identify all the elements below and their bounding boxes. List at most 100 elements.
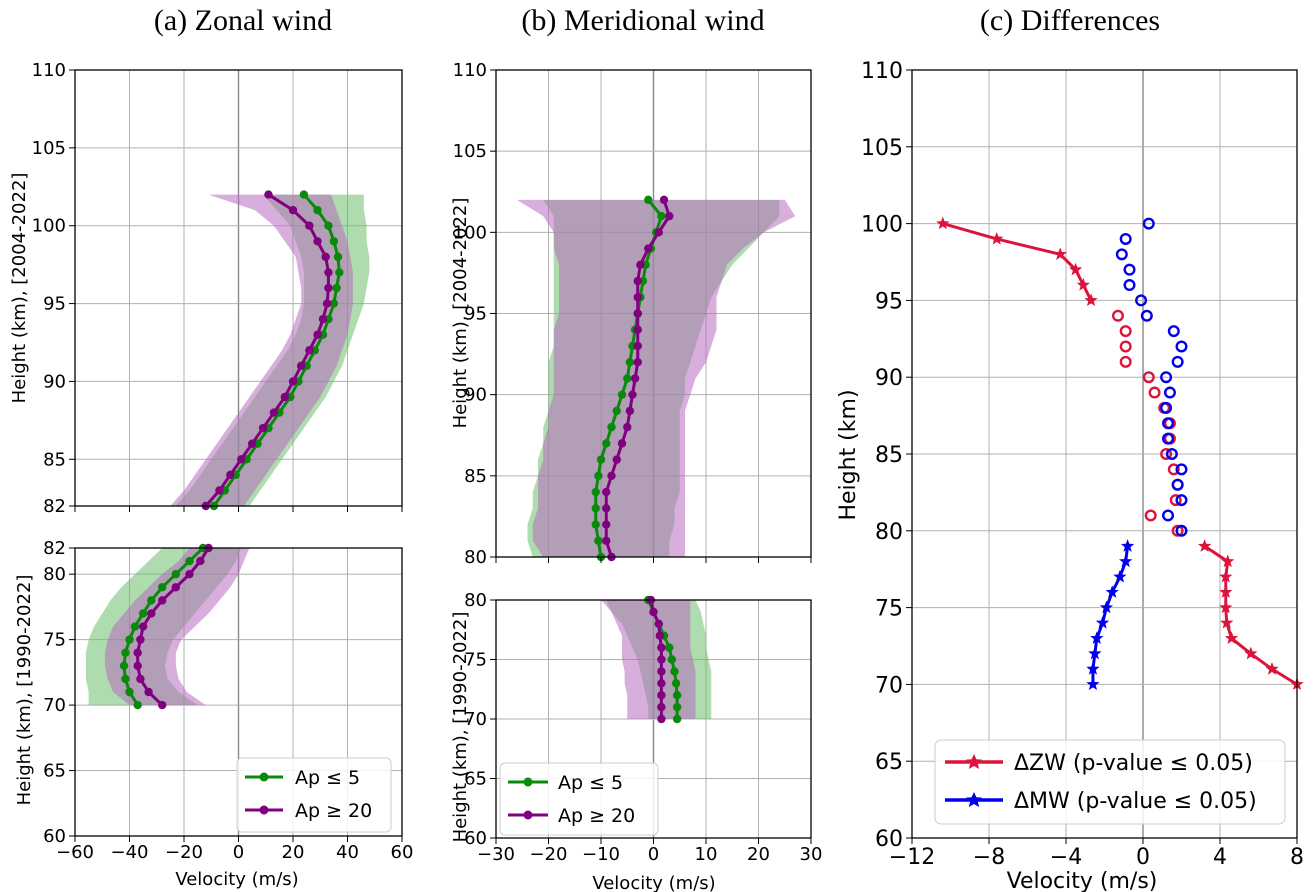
diff-star-point [1113, 569, 1127, 583]
ytick-label: 75 [875, 597, 903, 622]
diff-star-point [1119, 554, 1133, 568]
point-b_top-0 [602, 439, 611, 448]
diff-circle-point [1175, 340, 1188, 353]
diff-star-point [1224, 631, 1239, 644]
point-a_top-0 [333, 252, 343, 262]
point-b_top-1 [633, 276, 642, 286]
diff-line-1-0 [1091, 545, 1130, 685]
point-b_top-0 [591, 520, 600, 529]
point-a_bottom-1 [133, 648, 142, 657]
ytick-label: 60 [43, 826, 66, 847]
diff-star-point [990, 231, 1004, 245]
diff-circle-point [1160, 448, 1173, 461]
point-a_top-1 [288, 377, 298, 386]
point-b_top-1 [633, 358, 642, 367]
diff-circle-point [1111, 309, 1124, 322]
point-b_top-0 [625, 358, 635, 367]
point-b_bottom-0 [667, 655, 677, 664]
point-b_bottom-0 [672, 714, 682, 724]
point-b_bottom-1 [657, 691, 666, 700]
point-a_top-1 [264, 190, 273, 199]
point-b_top-0 [623, 374, 632, 383]
point-a_top-1 [226, 470, 235, 480]
point-b_top-0 [612, 406, 621, 416]
point-b_top-1 [633, 309, 642, 318]
point-b_top-0 [596, 455, 606, 464]
point-a_bottom-0 [119, 661, 129, 671]
point-a_bottom-0 [121, 674, 130, 684]
title-zonal-wind: (a) Zonal wind [154, 4, 332, 37]
diff-circle-point [1148, 386, 1161, 399]
point-b_top-1 [617, 439, 627, 448]
point-b_bottom-1 [649, 607, 658, 617]
point-a_bottom-0 [133, 700, 142, 710]
legend-c-item-dmw: ΔMW (p-value ≤ 0.05) [1014, 789, 1257, 814]
point-a_bottom-0 [121, 648, 130, 657]
diff-star-point [1076, 278, 1090, 291]
ylabel-a-top: Height (km), [2004-2022] [9, 173, 30, 404]
xtick-label: 0 [648, 844, 659, 865]
point-b_top-1 [633, 325, 642, 334]
point-a_bottom-1 [171, 583, 181, 592]
diff-circle-point [1175, 494, 1188, 507]
diff-circle-point [1140, 309, 1153, 322]
diff-circle-point [1123, 279, 1136, 292]
diff-line-0-0 [942, 222, 1093, 302]
point-b_top-1 [665, 211, 674, 221]
xlabel-c: Velocity (m/s) [1007, 869, 1158, 892]
diff-star-point [1099, 600, 1114, 614]
legend-a-item-ap5: Ap ≤ 5 [295, 767, 360, 789]
xtick-label: 20 [747, 844, 770, 865]
legend-a-item-ap20: Ap ≥ 20 [295, 800, 372, 822]
point-b_bottom-0 [672, 702, 682, 712]
xtick-label: 20 [282, 842, 305, 863]
diff-circle-point [1160, 371, 1173, 384]
ytick-label: 110 [861, 59, 903, 84]
point-b_top-0 [607, 422, 616, 432]
diff-star-point [1197, 539, 1212, 552]
xtick-label: 10 [695, 844, 718, 865]
ytick-label: 70 [464, 709, 487, 730]
diff-circle-point [1171, 355, 1184, 368]
ytick-label: 80 [875, 520, 903, 545]
diff-circle-point [1119, 355, 1132, 368]
ytick-label: 90 [43, 371, 66, 392]
ytick-label: 95 [43, 294, 66, 315]
point-b_top-0 [644, 195, 653, 205]
legend-a: Ap ≤ 5 Ap ≥ 20 [236, 757, 392, 833]
ytick-label: 60 [464, 828, 487, 849]
diff-circle-point [1160, 401, 1173, 414]
ytick-label: 110 [32, 60, 66, 81]
point-a_bottom-1 [158, 596, 167, 605]
point-b_top-0 [594, 471, 603, 481]
point-b_bottom-1 [657, 714, 666, 724]
diff-star-point [1086, 677, 1100, 691]
point-b_bottom-1 [657, 655, 666, 664]
diff-star-point [1221, 554, 1235, 568]
ytick-label: 75 [43, 630, 66, 651]
band-b_bottom-1 [601, 600, 696, 719]
point-b_top-1 [633, 293, 642, 302]
panel-meridional-2004-2022: 80 85 90 95 100 105 110 [453, 60, 812, 568]
point-b_top-1 [625, 406, 635, 416]
point-a_top-1 [288, 205, 298, 215]
panel-zonal-2004-2022: 82 85 90 95 100 105 110 [32, 60, 403, 517]
point-a_top-1 [215, 486, 224, 495]
point-a_top-1 [305, 221, 314, 230]
point-a_top-0 [332, 283, 341, 293]
xtick-label: 0 [1136, 845, 1150, 870]
point-a_top-1 [296, 361, 306, 371]
ytick-label: 90 [875, 366, 903, 391]
point-a_bottom-1 [136, 674, 145, 684]
xtick-label: 30 [800, 844, 823, 865]
xtick-label: 4 [1213, 845, 1227, 870]
diff-star-point [1220, 615, 1234, 629]
point-b_top-0 [594, 536, 603, 545]
point-b_bottom-0 [670, 667, 679, 676]
point-a_bottom-1 [133, 661, 142, 671]
xtick-label: −20 [165, 842, 203, 863]
xlabel-a: Velocity (m/s) [175, 869, 298, 890]
ytick-label: 65 [464, 769, 487, 790]
point-b_bottom-1 [657, 679, 666, 688]
point-b_bottom-1 [657, 702, 666, 712]
